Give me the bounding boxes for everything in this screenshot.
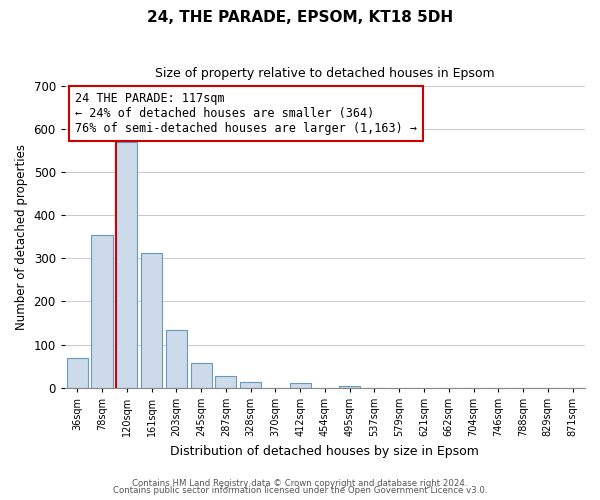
Text: 24, THE PARADE, EPSOM, KT18 5DH: 24, THE PARADE, EPSOM, KT18 5DH	[147, 10, 453, 25]
Bar	[191, 363, 212, 388]
X-axis label: Distribution of detached houses by size in Epsom: Distribution of detached houses by size …	[170, 444, 479, 458]
Bar	[67, 358, 88, 388]
Title: Size of property relative to detached houses in Epsom: Size of property relative to detached ho…	[155, 68, 495, 80]
Text: Contains HM Land Registry data © Crown copyright and database right 2024.: Contains HM Land Registry data © Crown c…	[132, 478, 468, 488]
Text: 24 THE PARADE: 117sqm
← 24% of detached houses are smaller (364)
76% of semi-det: 24 THE PARADE: 117sqm ← 24% of detached …	[75, 92, 417, 135]
Y-axis label: Number of detached properties: Number of detached properties	[15, 144, 28, 330]
Bar	[91, 234, 113, 388]
Bar	[240, 382, 261, 388]
Bar	[141, 253, 162, 388]
Text: Contains public sector information licensed under the Open Government Licence v3: Contains public sector information licen…	[113, 486, 487, 495]
Bar	[166, 330, 187, 388]
Bar	[215, 376, 236, 388]
Bar	[290, 384, 311, 388]
Bar	[339, 386, 360, 388]
Bar	[116, 142, 137, 388]
